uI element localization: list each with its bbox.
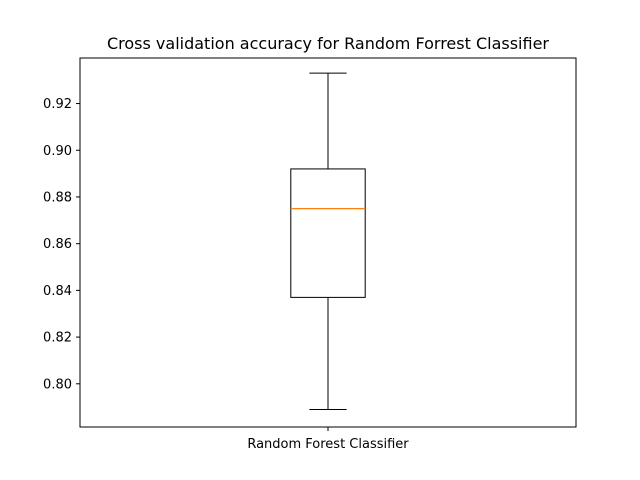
y-tick-label: 0.86 [43, 237, 72, 252]
x-axis: Random Forest Classifier [247, 427, 409, 452]
plot-marks [290, 72, 366, 410]
axes-frame [79, 57, 577, 428]
y-tick-label: 0.80 [43, 377, 72, 392]
y-tick-label: 0.90 [43, 144, 72, 159]
y-tick-label: 0.82 [43, 331, 72, 346]
y-tick-label: 0.84 [43, 284, 72, 299]
iqr-box [290, 168, 366, 298]
y-tick-label: 0.92 [43, 97, 72, 112]
chart-title: Cross validation accuracy for Random For… [107, 34, 549, 53]
y-tick-label: 0.88 [43, 190, 72, 205]
x-tick-label: Random Forest Classifier [247, 437, 409, 452]
y-axis: 0.80 0.82 0.84 0.86 0.88 0.90 0.92 [43, 97, 80, 392]
